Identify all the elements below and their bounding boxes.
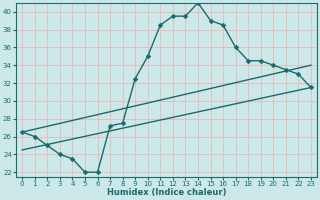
X-axis label: Humidex (Indice chaleur): Humidex (Indice chaleur) [107,188,226,197]
